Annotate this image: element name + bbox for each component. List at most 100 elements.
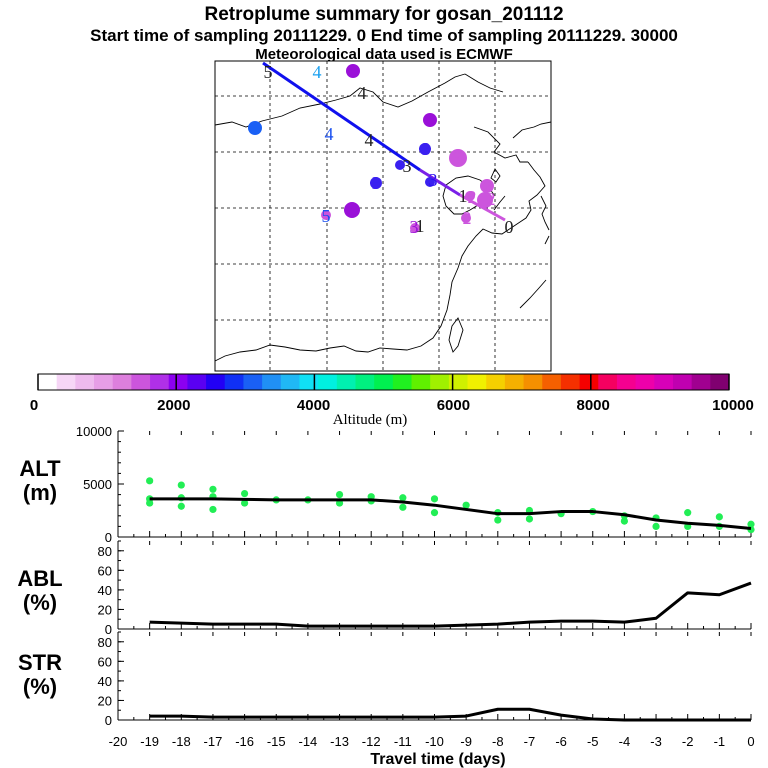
altitude-colorbar: 0 2000 4000 6000 8000 10000 Altitude (m) <box>30 373 754 428</box>
trajectory-day-label: 4 <box>358 83 367 103</box>
cluster-circles <box>248 64 494 233</box>
abl-panel-label: ABL (%) <box>17 566 63 615</box>
colorbar-swatch <box>598 374 618 390</box>
str-y-tick-label: 80 <box>98 635 112 650</box>
colorbar-swatch <box>486 374 506 390</box>
colorbar-tick-label: 2000 <box>157 397 190 414</box>
cluster-circle <box>395 160 405 170</box>
alt-scatter-point <box>241 489 249 498</box>
colorbar-swatch <box>355 374 375 390</box>
x-tick-label: -12 <box>362 734 381 749</box>
alt-scatter-point <box>209 505 217 514</box>
cluster-circle <box>449 149 467 167</box>
x-tick-label: -3 <box>650 734 662 749</box>
x-tick-label: -18 <box>172 734 191 749</box>
x-tick-label: -11 <box>394 734 412 749</box>
x-tick-label: -17 <box>204 734 223 749</box>
alt-scatter-point <box>146 477 154 485</box>
cluster-circle <box>461 213 471 223</box>
colorbar-swatch <box>94 374 114 390</box>
alt-scatter-point <box>177 481 185 489</box>
colorbar-swatch <box>560 374 581 390</box>
colorbar-swatch <box>38 374 58 390</box>
colorbar-swatch <box>206 374 226 390</box>
colorbar-swatch <box>131 374 151 390</box>
colorbar-tick-label: 4000 <box>297 397 330 414</box>
trajectory-day-label: 4 <box>325 124 334 144</box>
alt-scatter-point <box>620 517 629 525</box>
alt-scatter-point <box>525 515 534 523</box>
met-data-line: Meteorological data used is ECMWF <box>255 46 513 63</box>
colorbar-swatch <box>187 374 207 390</box>
colorbar-swatch <box>112 374 132 390</box>
abl-line-series <box>149 581 752 628</box>
colorbar-swatch <box>224 374 244 390</box>
trajectory-day-label: 3 <box>453 148 462 168</box>
alt-scatter-point <box>177 502 185 510</box>
colorbar-swatch <box>654 374 674 390</box>
map-graticule <box>215 61 551 371</box>
str-line-series <box>149 707 751 722</box>
colorbar-swatch <box>635 374 655 390</box>
colorbar-swatch <box>280 374 300 390</box>
trajectory-day-label: 4 <box>365 130 374 150</box>
trajectory-day-label: 5 <box>264 62 273 82</box>
cluster-circle <box>465 191 475 201</box>
alt-y-tick-label: 10000 <box>76 424 112 439</box>
colorbar-swatch <box>392 374 413 390</box>
x-tick-label: -1 <box>714 734 726 749</box>
trajectory-day-label: 3 <box>422 139 431 159</box>
trajectory-day-label: 1 <box>459 186 468 206</box>
colorbar-swatch <box>616 374 637 390</box>
trajectory-day-label: 4 <box>426 110 435 130</box>
abl-y-tick-label: 60 <box>98 563 112 578</box>
colorbar-swatch <box>56 374 76 390</box>
colorbar-swatch <box>243 374 263 390</box>
trajectory-day-label: 5 <box>252 118 261 138</box>
x-axis-label: Travel time (days) <box>370 751 505 768</box>
trajectory-day-label: 2 <box>463 208 472 228</box>
colorbar-swatch <box>672 374 693 390</box>
abl-y-tick-label: 20 <box>98 602 112 617</box>
abl-y-tick-label: 80 <box>98 544 112 559</box>
trajectory-day-label: 2 <box>483 176 492 196</box>
alt-scatter-point <box>430 509 439 517</box>
alt-scatter-point <box>399 494 407 502</box>
x-tick-label: 0 <box>747 734 754 749</box>
alt-y-tick-label: 0 <box>105 530 112 545</box>
colorbar-swatch <box>523 374 543 390</box>
colorbar-swatch <box>504 374 525 390</box>
colorbar-swatch <box>542 374 562 390</box>
colorbar-swatch <box>318 374 338 390</box>
cluster-circle <box>344 202 360 218</box>
x-tick-label: -19 <box>140 734 159 749</box>
x-tick-label: -10 <box>425 734 444 749</box>
colorbar-swatch <box>150 374 170 390</box>
alt-scatter-point <box>430 495 439 503</box>
str-y-tick-label: 20 <box>98 693 112 708</box>
alt-scatter-point <box>747 520 755 528</box>
colorbar-swatch <box>374 374 394 390</box>
colorbar-swatch <box>262 374 282 390</box>
x-tick-label: -15 <box>267 734 286 749</box>
x-tick-label: -14 <box>299 734 318 749</box>
x-tick-label: -13 <box>330 734 349 749</box>
colorbar-swatch <box>430 374 450 390</box>
sampling-times: Start time of sampling 20111229. 0 End t… <box>90 26 678 45</box>
trajectory-day-label: 1 <box>416 216 425 236</box>
colorbar-axis-label: Altitude (m) <box>333 412 408 428</box>
alt-line-series <box>149 497 752 531</box>
abl-y-tick-label: 0 <box>105 622 112 637</box>
str-y-tick-label: 60 <box>98 654 112 669</box>
trajectory-day-label: 0 <box>505 217 514 237</box>
trajectory-day-label: 2 <box>487 189 496 209</box>
alt-scatter-point <box>462 501 470 509</box>
trajectory-day-label: 3 <box>372 173 381 193</box>
str-y-tick-label: 40 <box>98 674 112 689</box>
cluster-circle <box>425 177 435 187</box>
x-tick-label: -8 <box>492 734 504 749</box>
alt-panel-label: ALT (m) <box>19 456 61 505</box>
alt-scatter-point <box>209 485 217 493</box>
